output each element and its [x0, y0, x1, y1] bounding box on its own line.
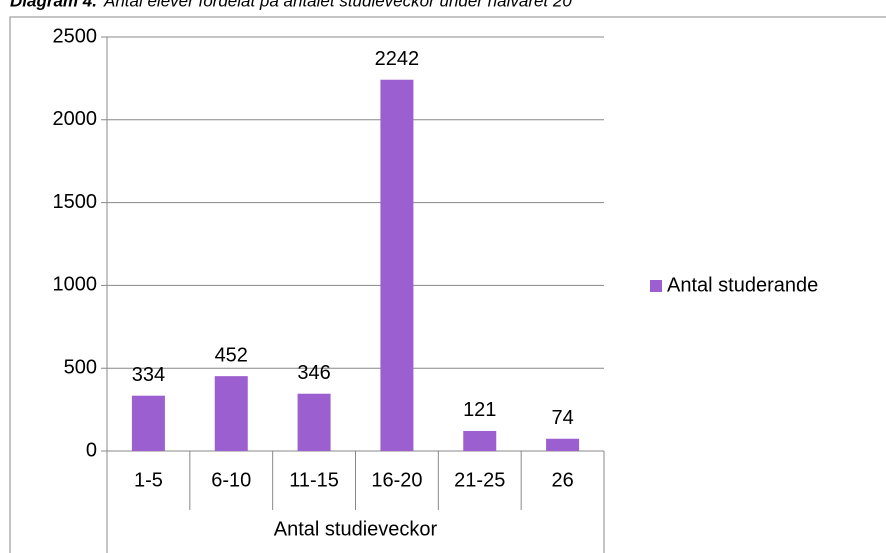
y-tick-label: 0 — [86, 439, 97, 461]
x-tick-label: 21-25 — [454, 469, 505, 491]
y-tick-label: 2500 — [53, 25, 98, 47]
y-tick-label: 2000 — [53, 108, 98, 130]
y-tick-label: 1000 — [53, 274, 98, 296]
legend-swatch — [650, 280, 662, 292]
x-tick-label: 1-5 — [134, 469, 163, 491]
chart-title: Diagram 4. — [10, 0, 97, 10]
x-tick-label: 16-20 — [371, 469, 422, 491]
x-tick-label: 6-10 — [211, 469, 251, 491]
data-label: 121 — [463, 399, 496, 421]
bar — [297, 393, 331, 451]
y-tick-label: 500 — [64, 356, 97, 378]
y-tick-label: 1500 — [53, 191, 98, 213]
chart-border — [9, 16, 886, 553]
chart-subtitle: Antal elever fördelat på antalet studiev… — [103, 0, 572, 10]
bar — [463, 430, 497, 451]
data-label: 2242 — [375, 48, 420, 70]
x-tick-label: 26 — [551, 469, 573, 491]
x-tick-label: 11-15 — [289, 469, 339, 491]
bar — [131, 395, 165, 451]
bar — [546, 438, 580, 451]
bar — [214, 376, 248, 451]
x-axis-label: Antal studieveckor — [274, 518, 438, 540]
bar — [380, 79, 414, 452]
data-label: 74 — [551, 407, 573, 429]
data-label: 334 — [132, 364, 165, 386]
data-label: 452 — [215, 344, 248, 366]
legend-label: Antal studerande — [667, 274, 818, 296]
data-label: 346 — [297, 362, 330, 384]
